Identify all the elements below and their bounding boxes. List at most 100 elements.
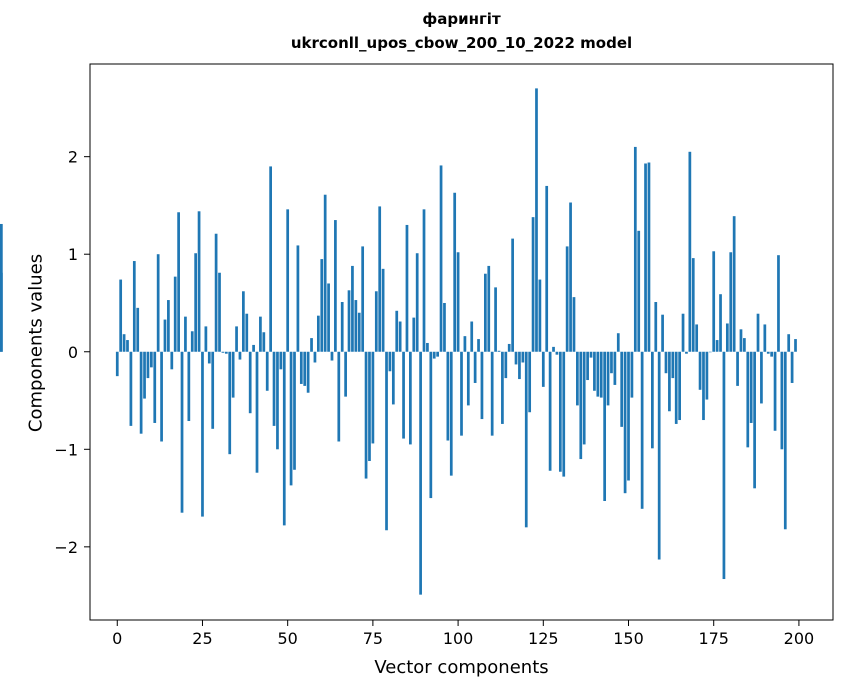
chart-title: фарингіт — [422, 10, 501, 28]
bar — [129, 351, 133, 426]
y-tick-label: −2 — [54, 538, 78, 557]
bar — [122, 334, 126, 352]
bar — [477, 339, 480, 352]
bar — [524, 351, 528, 528]
x-tick-label: 200 — [784, 629, 815, 648]
bar — [606, 351, 610, 406]
bar — [187, 351, 191, 422]
bar — [473, 351, 477, 383]
bar — [586, 351, 589, 381]
bar — [681, 313, 685, 352]
bar — [637, 230, 641, 352]
bar — [456, 252, 460, 352]
bar — [654, 302, 658, 352]
bar — [715, 340, 719, 352]
bar — [497, 350, 501, 352]
bar — [756, 313, 760, 352]
x-tick-label: 0 — [112, 629, 122, 648]
bar — [204, 326, 208, 352]
bar — [777, 255, 780, 352]
bar — [276, 351, 279, 450]
bar — [143, 351, 146, 399]
bar — [535, 88, 538, 352]
bar — [422, 209, 426, 352]
bar — [729, 252, 733, 352]
bar — [780, 351, 784, 450]
bar — [351, 265, 354, 352]
bar — [228, 351, 232, 455]
bar — [593, 351, 596, 391]
bar — [504, 351, 508, 379]
bar — [470, 321, 474, 352]
bar — [763, 324, 767, 352]
bar — [732, 216, 736, 352]
bar — [303, 351, 307, 386]
bar — [463, 336, 467, 352]
bar — [269, 166, 273, 352]
bar — [316, 315, 320, 352]
y-tick-label: 2 — [68, 148, 78, 167]
bar — [501, 351, 504, 424]
bar — [610, 351, 613, 374]
bar — [674, 351, 678, 424]
bar — [238, 351, 242, 360]
bar — [794, 339, 797, 352]
bar — [446, 351, 450, 441]
bar — [627, 351, 630, 481]
bar — [545, 185, 549, 352]
bar — [167, 300, 170, 352]
bar — [402, 351, 405, 439]
bar — [521, 351, 525, 363]
bar — [483, 273, 487, 352]
bar — [320, 259, 324, 352]
bar — [616, 333, 620, 352]
bar — [620, 351, 624, 427]
bar — [149, 351, 153, 368]
bar — [426, 342, 429, 352]
bar — [214, 233, 218, 352]
bar — [671, 351, 675, 379]
bar — [460, 351, 463, 436]
bar — [565, 246, 569, 352]
bar — [132, 261, 136, 352]
bar — [555, 351, 559, 355]
bar — [119, 279, 123, 352]
bar — [490, 351, 494, 436]
bar — [719, 294, 722, 352]
bar — [429, 351, 433, 499]
bar — [783, 351, 787, 530]
bar — [391, 351, 395, 405]
bar — [385, 351, 388, 531]
bar — [603, 351, 607, 501]
bar — [299, 351, 303, 384]
bar — [705, 351, 709, 400]
bar — [528, 351, 532, 413]
bar — [415, 253, 419, 352]
bar — [668, 351, 671, 412]
bar — [163, 319, 167, 352]
bar — [395, 310, 399, 352]
bar — [432, 351, 436, 359]
bar — [245, 313, 249, 352]
bar — [613, 351, 617, 385]
bar — [334, 220, 337, 352]
bar — [722, 351, 726, 580]
bar — [688, 151, 692, 352]
bar — [507, 343, 511, 352]
bar — [708, 351, 712, 353]
y-tick-label: −1 — [54, 440, 78, 459]
bar — [289, 351, 293, 486]
bar — [579, 351, 583, 460]
bar — [630, 351, 634, 398]
y-tick-label: 0 — [68, 343, 78, 362]
bar — [518, 351, 521, 380]
bar — [712, 251, 716, 352]
x-tick-label: 125 — [528, 629, 559, 648]
bar — [235, 326, 238, 352]
bar — [453, 192, 457, 352]
bar — [282, 351, 286, 526]
bar — [259, 316, 262, 352]
bar — [439, 165, 443, 352]
bar — [449, 351, 453, 476]
